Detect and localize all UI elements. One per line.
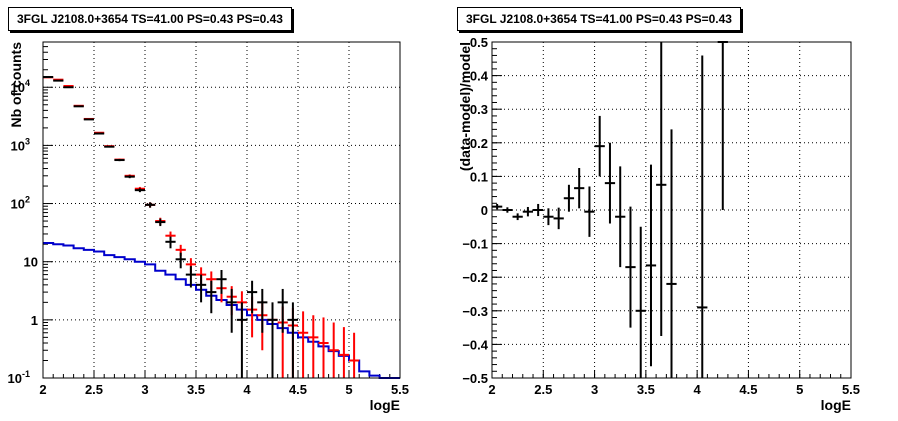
- x-tick-label: 4: [243, 382, 251, 397]
- x-axis-label: logE: [821, 397, 851, 413]
- y-axis-label: (data-model)/model: [457, 42, 473, 171]
- plot-area: [43, 42, 400, 378]
- x-tick-label: 4.5: [289, 382, 307, 397]
- x-tick-label: 4.5: [739, 382, 757, 397]
- y-tick-label: 0.3: [470, 102, 488, 117]
- y-tick-label: 103: [11, 136, 30, 153]
- x-tick-label: 2.5: [85, 382, 103, 397]
- y-tick-exponent: -1: [22, 369, 30, 379]
- y-tick-label: −0.5: [462, 371, 488, 386]
- x-axis-label: logE: [370, 397, 400, 413]
- y-tick-label: 1: [31, 313, 38, 328]
- y-tick-label: 0.5: [470, 35, 488, 50]
- plot-frame: [42, 41, 401, 379]
- residuals-title: 3FGL J2108.0+3654 TS=41.00 PS=0.43 PS=0.…: [457, 7, 741, 31]
- x-tick-label: 2: [39, 382, 46, 397]
- x-tick-label: 5.5: [842, 382, 860, 397]
- x-tick-label: 5: [796, 382, 803, 397]
- y-tick-exponent: 4: [25, 78, 30, 88]
- y-tick-label: 10: [24, 255, 38, 270]
- y-tick-label: 10-1: [8, 369, 30, 386]
- x-tick-label: 5: [345, 382, 352, 397]
- y-tick-label: 0.2: [470, 136, 488, 151]
- y-tick-label: 0.4: [470, 69, 489, 84]
- y-tick-label: −0.2: [462, 270, 488, 285]
- x-tick-label: 5.5: [391, 382, 409, 397]
- y-tick-label: 0.1: [470, 169, 488, 184]
- plot-frame: [491, 41, 852, 379]
- x-tick-label: 3: [591, 382, 598, 397]
- y-tick-label: 0: [481, 203, 488, 218]
- x-tick-label: 2.5: [534, 382, 552, 397]
- x-tick-label: 3.5: [637, 382, 655, 397]
- x-tick-label: 3.5: [187, 382, 205, 397]
- x-tick-label: 4: [694, 382, 702, 397]
- y-tick-label: −0.3: [462, 304, 488, 319]
- y-tick-exponent: 2: [25, 195, 30, 205]
- counts-title: 3FGL J2108.0+3654 TS=41.00 PS=0.43 PS=0.…: [8, 7, 292, 31]
- y-tick-label: 102: [11, 195, 30, 212]
- residuals-panel: 2 2.5 3 3.5 4 4.5 5 5.5 −0.5 −0.4 −0.3 −0.2 −0.1 0 0.1…: [457, 35, 860, 413]
- x-tick-label: 2: [488, 382, 495, 397]
- y-tick-label: −0.1: [462, 237, 488, 252]
- x-tick-label: 3: [141, 382, 148, 397]
- y-tick-exponent: 3: [25, 136, 30, 146]
- y-tick-label: −0.4: [462, 337, 488, 352]
- y-axis-label: Nb of counts: [8, 42, 24, 128]
